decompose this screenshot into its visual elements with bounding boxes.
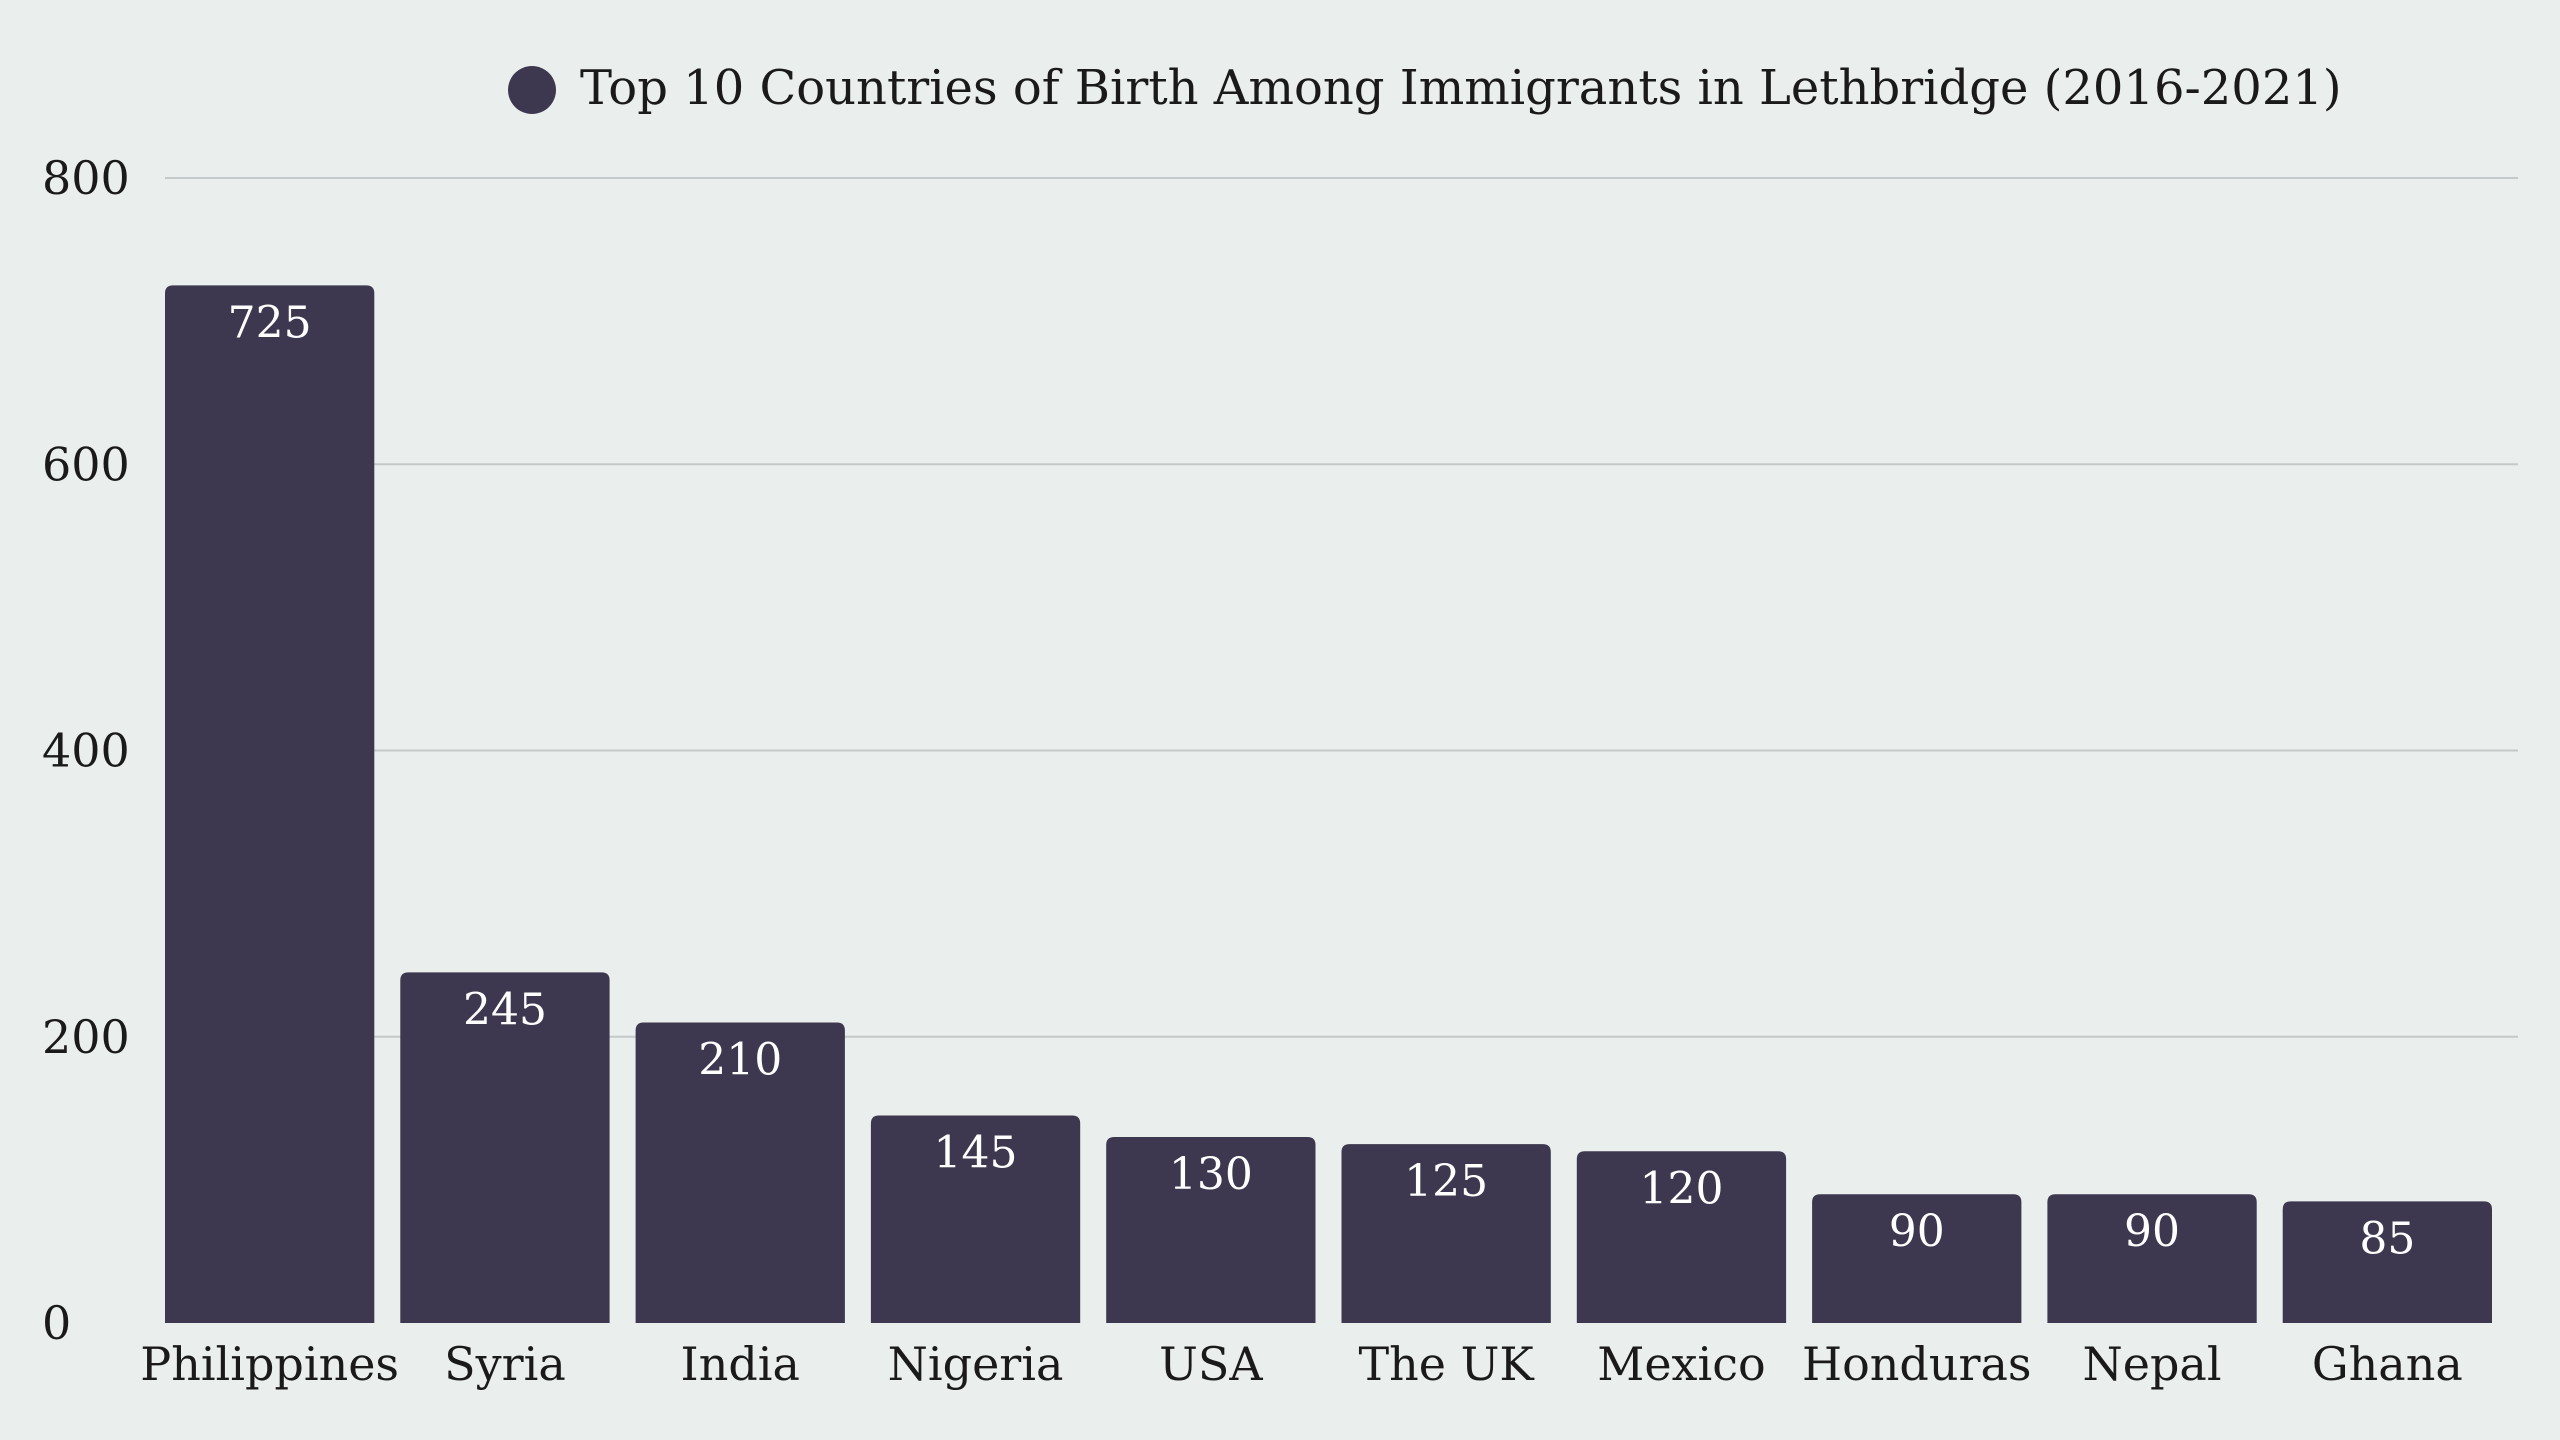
data-label: 725 (228, 297, 312, 348)
data-label: 85 (2359, 1213, 2415, 1264)
x-tick-label: Mexico (1597, 1337, 1765, 1391)
y-tick-label: 0 (42, 1296, 71, 1350)
data-label: 120 (1639, 1163, 1723, 1214)
x-tick-label: Nigeria (888, 1337, 1064, 1391)
x-tick-label: Philippines (140, 1337, 399, 1391)
legend[interactable]: Top 10 Countries of Birth Among Immigran… (508, 60, 2342, 116)
y-tick-label: 800 (42, 151, 130, 205)
bar[interactable] (870, 1115, 1081, 1323)
data-label: 130 (1169, 1149, 1253, 1200)
y-tick-label: 400 (42, 724, 130, 778)
gridlines (165, 177, 2518, 1038)
y-axis: 0 200 400 600 800 (42, 151, 130, 1350)
y-tick-label: 600 (42, 437, 130, 491)
x-tick-label: USA (1159, 1337, 1263, 1391)
x-tick-label: India (681, 1337, 800, 1391)
bar[interactable] (635, 1022, 845, 1323)
x-tick-label: The UK (1359, 1337, 1536, 1391)
data-label: 90 (2124, 1206, 2180, 1257)
data-label: 145 (934, 1127, 1018, 1178)
x-tick-label: Honduras (1802, 1337, 2032, 1391)
bar[interactable] (400, 972, 610, 1323)
bar[interactable] (165, 285, 375, 1323)
bar[interactable] (1812, 1194, 2022, 1323)
x-axis: Philippines Syria India Nigeria USA The UK Mex… (140, 1337, 2463, 1391)
bar[interactable] (2047, 1194, 2257, 1323)
data-label: 125 (1404, 1156, 1488, 1207)
x-tick-label: Nepal (2083, 1337, 2222, 1391)
y-tick-label: 200 (42, 1010, 130, 1064)
bar[interactable] (1106, 1136, 1316, 1323)
legend-swatch (508, 66, 556, 114)
data-labels: 725 245 210 145 130 125 120 90 90 85 (228, 297, 2416, 1264)
bar[interactable] (1341, 1144, 1551, 1323)
x-tick-label: Ghana (2312, 1337, 2463, 1391)
x-tick-label: Syria (444, 1337, 566, 1391)
bar[interactable] (2282, 1201, 2492, 1323)
data-label: 210 (698, 1034, 782, 1085)
bars (165, 285, 2492, 1323)
bar[interactable] (1576, 1151, 1787, 1323)
data-label: 90 (1889, 1206, 1945, 1257)
legend-label: Top 10 Countries of Birth Among Immigran… (580, 60, 2342, 116)
data-label: 245 (463, 984, 547, 1035)
